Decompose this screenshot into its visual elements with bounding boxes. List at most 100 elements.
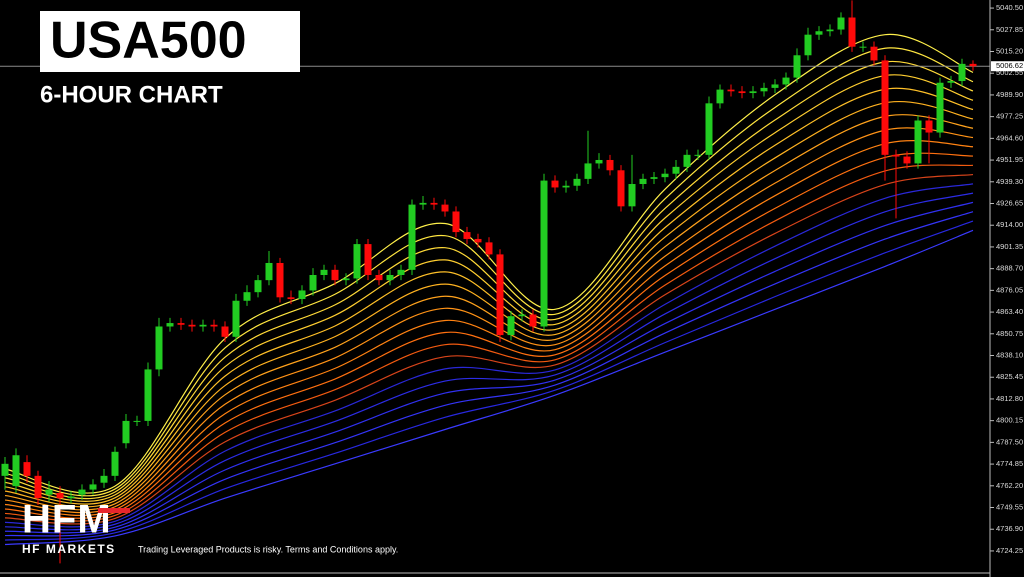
candle-body <box>584 163 592 179</box>
candle-body <box>364 244 372 275</box>
plot-area <box>0 0 990 564</box>
moving-average <box>4 60 974 500</box>
candle-body <box>133 420 141 422</box>
candle-body <box>859 46 867 48</box>
y-tick-label: 4724.25 <box>996 546 1023 555</box>
candle-body <box>562 185 570 188</box>
candle-body <box>540 180 548 327</box>
chart-title: USA500 <box>50 12 247 70</box>
candle-body <box>969 63 977 67</box>
candle-body <box>727 89 735 92</box>
current-price-label: 5006.62 <box>996 61 1023 70</box>
candle-body <box>716 89 724 104</box>
candle-body <box>650 177 658 179</box>
logo-accent <box>98 508 130 513</box>
candle-body <box>342 278 350 281</box>
candle-body <box>771 84 779 88</box>
moving-average <box>4 114 974 511</box>
candle-body <box>199 324 207 327</box>
y-tick-label: 4863.40 <box>996 307 1023 316</box>
candle-body <box>749 91 757 94</box>
y-tick-label: 4749.55 <box>996 502 1023 511</box>
candle-body <box>496 254 504 336</box>
y-tick-label: 4838.10 <box>996 350 1023 359</box>
y-tick-label: 4977.25 <box>996 112 1023 121</box>
candle-body <box>881 60 889 155</box>
candle-body <box>34 475 42 499</box>
candle-body <box>397 269 405 275</box>
y-tick-label: 4774.85 <box>996 459 1023 468</box>
candle-body <box>12 455 20 487</box>
candle-body <box>914 120 922 164</box>
candle-body <box>683 154 691 167</box>
y-tick-label: 4888.70 <box>996 264 1023 273</box>
y-tick-label: 4876.05 <box>996 285 1023 294</box>
moving-average <box>4 152 974 519</box>
candle-body <box>177 323 185 325</box>
candle-body <box>232 300 240 337</box>
y-tick-label: 4825.45 <box>996 372 1023 381</box>
moving-average <box>4 74 974 502</box>
chart-subtitle: 6-HOUR CHART <box>40 81 223 108</box>
candle-body <box>309 274 317 291</box>
y-tick-label: 4914.00 <box>996 220 1023 229</box>
moving-average <box>4 220 974 541</box>
candle-body <box>793 55 801 78</box>
candle-body <box>936 82 944 133</box>
candle-body <box>419 202 427 205</box>
candle-body <box>243 292 251 301</box>
candle-body <box>529 314 537 327</box>
moving-average <box>4 47 974 497</box>
candle-body <box>903 156 911 164</box>
candle-body <box>441 204 449 212</box>
candle-body <box>254 280 262 293</box>
y-tick-label: 4926.65 <box>996 198 1023 207</box>
candle-body <box>672 166 680 174</box>
candle-body <box>100 475 108 483</box>
moving-average <box>4 127 974 514</box>
moving-average <box>4 192 974 531</box>
y-tick-label: 4850.75 <box>996 329 1023 338</box>
moving-average <box>4 87 974 505</box>
candle-body <box>23 462 31 476</box>
y-tick-label: 5015.20 <box>996 46 1023 55</box>
candle-body <box>144 369 152 421</box>
moving-average <box>4 201 974 534</box>
disclaimer: Trading Leveraged Products is risky. Ter… <box>138 544 398 554</box>
candle-body <box>782 77 790 85</box>
y-tick-label: 4964.60 <box>996 133 1023 142</box>
y-tick-label: 4812.80 <box>996 394 1023 403</box>
candle-body <box>617 170 625 207</box>
candle-body <box>188 324 196 327</box>
y-tick-label: 4989.90 <box>996 90 1023 99</box>
candle-body <box>1 463 9 476</box>
y-tick-label: 5027.85 <box>996 25 1023 34</box>
y-tick-label: 5040.50 <box>996 3 1023 12</box>
candle-body <box>474 238 482 243</box>
y-tick-label: 4762.20 <box>996 481 1023 490</box>
candle-body <box>287 297 295 300</box>
candle-body <box>166 323 174 327</box>
candle-body <box>595 159 603 164</box>
candle-body <box>760 87 768 92</box>
candle-body <box>408 204 416 270</box>
candle-body <box>276 262 284 298</box>
candle-body <box>804 34 812 56</box>
moving-average <box>4 211 974 537</box>
candle-body <box>639 178 647 185</box>
moving-average <box>4 173 974 525</box>
brand-name: HF MARKETS <box>22 542 116 556</box>
moving-average <box>4 140 974 517</box>
candle-body <box>947 81 955 83</box>
candle-body <box>705 103 713 155</box>
candle-body <box>386 274 394 281</box>
moving-average <box>4 183 974 528</box>
moving-average <box>4 229 974 546</box>
candle-body <box>925 120 933 133</box>
y-tick-label: 4901.35 <box>996 242 1023 251</box>
y-tick-label: 4800.15 <box>996 416 1023 425</box>
candle-body <box>452 211 460 233</box>
candle-body <box>826 29 834 32</box>
